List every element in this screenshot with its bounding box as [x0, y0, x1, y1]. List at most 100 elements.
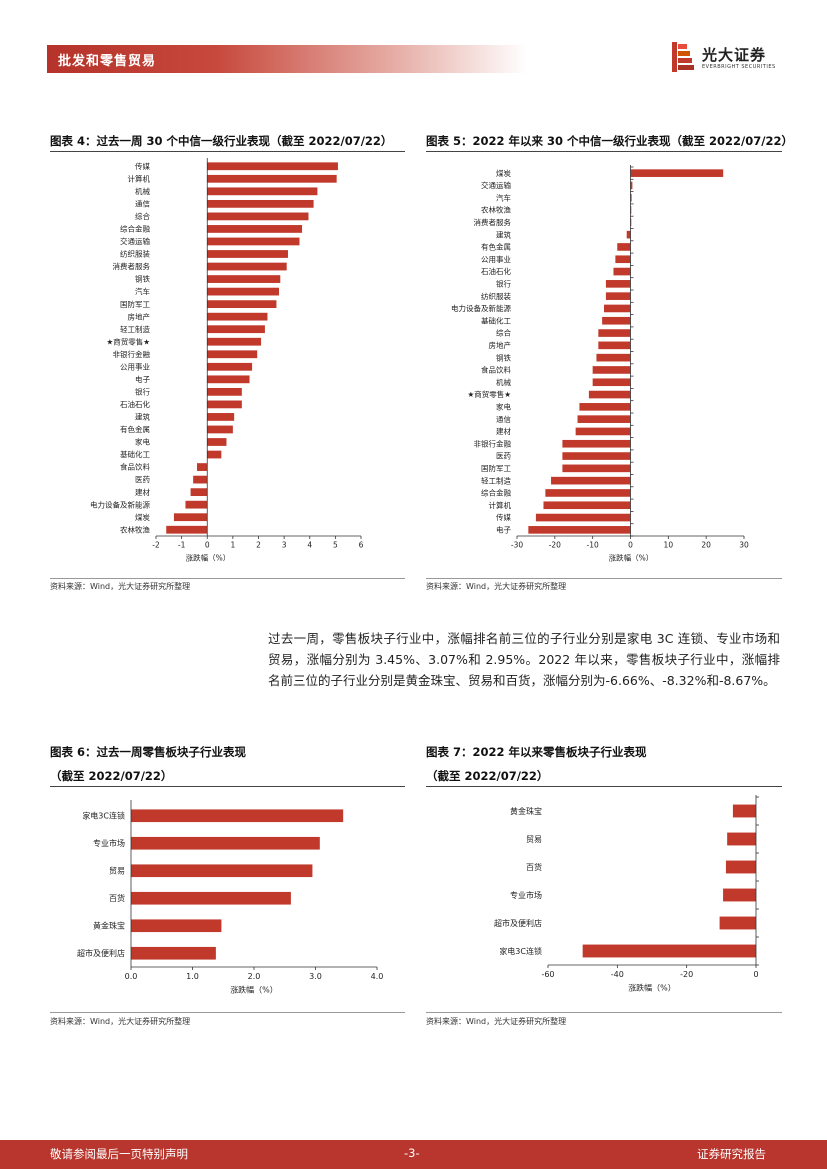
category-label: 机械 [496, 377, 511, 387]
category-label: 综合金融 [120, 224, 150, 234]
category-label: 食品饮料 [120, 462, 150, 472]
category-label: 消费者服务 [474, 217, 512, 227]
category-label: 通信 [135, 198, 150, 208]
category-label: 建材 [496, 426, 511, 436]
category-label: 贸易 [109, 866, 125, 876]
x-tick-label: 1 [230, 541, 235, 550]
category-label: 交通运输 [120, 236, 150, 246]
x-axis-label: 涨跌幅（%） [609, 553, 654, 563]
x-tick-label: 3.0 [309, 972, 322, 981]
category-label: 有色金属 [120, 424, 150, 434]
x-tick-label: -20 [549, 541, 561, 550]
category-label: 农林牧渔 [481, 205, 511, 215]
bar-fig4-7 [207, 250, 288, 258]
category-label: 医药 [496, 451, 511, 461]
bar-fig6-4 [131, 919, 222, 933]
bar-fig5-9 [605, 280, 631, 288]
bar-fig5-0 [630, 169, 724, 177]
company-logo: 光大证券 EVERBRIGHT SECURITIES [672, 42, 782, 76]
bar-fig4-8 [207, 262, 287, 271]
bar-fig4-16 [207, 362, 253, 371]
category-label: 公用事业 [481, 254, 511, 264]
x-tick-label: -20 [680, 970, 693, 979]
bar-fig5-15 [596, 353, 631, 362]
footer-disclaimer: 敬请参阅最后一页特别声明 [50, 1147, 188, 1161]
category-label: 钢铁 [496, 352, 511, 362]
category-label: 电力设备及新能源 [90, 499, 150, 509]
x-axis-label: 涨跌幅（%） [628, 983, 676, 993]
x-tick-label: 0 [628, 541, 633, 550]
category-label: 煤炭 [496, 168, 511, 178]
bar-fig5-26 [545, 489, 631, 497]
category-label: 汽车 [496, 192, 511, 202]
category-label: 家电 [496, 401, 511, 411]
category-label: 专业市场 [510, 890, 542, 900]
fig7-title-line1: 图表 7：2022 年以来零售板块子行业表现 [426, 745, 647, 759]
page-footer: 敬请参阅最后一页特别声明 -3- 证券研究报告 [0, 1140, 827, 1169]
category-label: 消费者服务 [113, 261, 151, 271]
bar-fig7-5 [582, 944, 756, 958]
x-tick-label: 0 [205, 541, 210, 550]
logo-icon [672, 42, 694, 72]
category-label: 建材 [135, 487, 150, 497]
analysis-paragraph: 过去一周，零售板块子行业中，涨幅排名前三位的子行业分别是家电 3C 连锁、专业市… [268, 631, 780, 688]
category-label: 纺织服装 [120, 249, 150, 259]
bar-fig5-16 [592, 366, 631, 374]
x-tick-label: 0 [753, 970, 758, 979]
category-label: 汽车 [135, 286, 150, 296]
category-label: 基础化工 [481, 315, 511, 325]
bar-fig4-9 [207, 275, 281, 283]
fig4-chart: 传媒计算机机械通信综合综合金融交通运输纺织服装消费者服务钢铁汽车国防军工房地产轻… [90, 158, 364, 563]
bar-fig5-27 [543, 501, 631, 510]
bar-fig4-29 [166, 525, 208, 534]
fig4-title-rule [50, 151, 405, 152]
bar-fig5-22 [562, 439, 631, 448]
category-label: 黄金珠宝 [510, 806, 542, 816]
x-axis-label: 涨跌幅（%） [186, 553, 231, 563]
category-label: 煤炭 [135, 512, 150, 522]
bar-fig4-0 [207, 162, 338, 171]
fig6-title-line2: （截至 2022/07/22） [50, 769, 173, 783]
category-label: 家电 [135, 437, 150, 447]
category-label: 食品饮料 [481, 365, 511, 375]
bar-fig4-5 [207, 225, 303, 233]
x-tick-label: 6 [359, 541, 364, 550]
bar-fig7-2 [725, 860, 756, 874]
category-label: 专业市场 [93, 838, 125, 848]
bar-fig5-20 [577, 415, 631, 423]
footer-report-type: 证券研究报告 [697, 1147, 766, 1161]
bar-fig5-23 [562, 452, 631, 460]
category-label: 轻工制造 [481, 475, 511, 485]
fig4-title: 图表 4：过去一周 30 个中信一级行业表现（截至 2022/07/22） [50, 134, 393, 148]
x-tick-label: -1 [178, 541, 186, 550]
x-tick-label: -60 [541, 970, 554, 979]
bar-fig4-12 [207, 312, 268, 321]
x-axis-label: 涨跌幅（%） [230, 985, 278, 995]
x-tick-label: -30 [511, 541, 523, 550]
bar-fig5-12 [602, 316, 631, 325]
bar-fig4-18 [207, 387, 242, 396]
bar-fig5-13 [598, 329, 631, 337]
category-label: 国防军工 [120, 299, 150, 309]
bar-fig6-2 [131, 864, 313, 878]
bar-fig5-6 [617, 243, 631, 251]
category-label: 百货 [109, 893, 125, 903]
x-tick-label: 20 [701, 541, 711, 550]
bar-fig4-6 [207, 237, 300, 246]
bar-fig5-18 [588, 390, 631, 399]
category-label: 非银行金融 [113, 349, 151, 359]
category-label: 非银行金融 [474, 438, 512, 448]
bar-fig5-5 [626, 230, 631, 239]
category-label: 电子 [135, 374, 150, 384]
category-label: 房地产 [489, 340, 512, 350]
x-tick-label: 30 [739, 541, 749, 550]
bar-fig5-21 [575, 427, 631, 436]
category-label: 医药 [135, 474, 150, 484]
category-label: 交通运输 [481, 180, 511, 190]
bar-fig4-27 [185, 500, 208, 509]
header-bar [47, 45, 527, 73]
category-label: 家电3C连锁 [82, 811, 125, 821]
bar-fig5-17 [592, 378, 631, 387]
category-label: 房地产 [128, 311, 151, 321]
bar-fig5-2 [630, 193, 632, 202]
